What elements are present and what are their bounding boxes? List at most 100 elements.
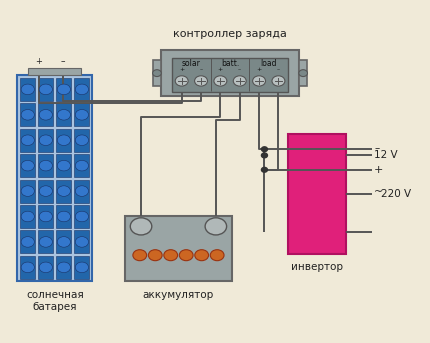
Circle shape: [75, 186, 89, 196]
Circle shape: [195, 250, 209, 261]
Circle shape: [148, 250, 162, 261]
Circle shape: [39, 262, 52, 273]
Text: ~: ~: [374, 187, 384, 197]
Bar: [74, 129, 89, 152]
Text: solar: solar: [182, 59, 201, 68]
Circle shape: [210, 250, 224, 261]
Bar: [74, 230, 89, 253]
Text: load: load: [261, 59, 277, 68]
Circle shape: [39, 237, 52, 247]
Circle shape: [261, 147, 267, 152]
Circle shape: [39, 135, 52, 145]
Bar: [17, 75, 92, 281]
Bar: [20, 154, 35, 177]
Bar: [56, 205, 71, 228]
Circle shape: [205, 218, 227, 235]
Text: –: –: [61, 57, 65, 66]
Text: +: +: [36, 57, 43, 66]
Bar: [38, 180, 53, 203]
Circle shape: [21, 211, 34, 222]
Text: +: +: [374, 165, 384, 175]
Circle shape: [233, 76, 246, 86]
Bar: [38, 103, 53, 126]
Text: +: +: [218, 67, 223, 72]
Bar: [74, 180, 89, 203]
Bar: [56, 129, 71, 152]
Circle shape: [75, 237, 89, 247]
Circle shape: [57, 135, 71, 145]
Circle shape: [21, 135, 34, 145]
Circle shape: [272, 76, 285, 86]
Circle shape: [57, 109, 71, 120]
Bar: [38, 205, 53, 228]
Bar: [38, 78, 53, 101]
Circle shape: [57, 211, 71, 222]
Circle shape: [39, 84, 52, 95]
Circle shape: [39, 161, 52, 171]
Circle shape: [57, 84, 71, 95]
Bar: [288, 134, 346, 254]
Text: 12 V: 12 V: [374, 150, 398, 161]
Circle shape: [57, 161, 71, 171]
Circle shape: [21, 161, 34, 171]
Bar: [20, 230, 35, 253]
Circle shape: [39, 109, 52, 120]
Text: ●: ●: [32, 70, 36, 74]
Circle shape: [194, 76, 207, 86]
Circle shape: [179, 250, 193, 261]
Bar: [74, 154, 89, 177]
Circle shape: [57, 262, 71, 273]
Text: –: –: [212, 220, 219, 233]
Circle shape: [175, 76, 188, 86]
Bar: [56, 256, 71, 279]
Text: аккумулятор: аккумулятор: [143, 290, 214, 300]
Bar: [56, 78, 71, 101]
Circle shape: [75, 161, 89, 171]
Bar: [299, 60, 307, 86]
Circle shape: [21, 262, 34, 273]
Bar: [125, 216, 232, 281]
Bar: [38, 230, 53, 253]
Text: +: +: [136, 220, 146, 233]
Circle shape: [39, 211, 52, 222]
Bar: [20, 205, 35, 228]
Circle shape: [57, 186, 71, 196]
Circle shape: [75, 84, 89, 95]
Circle shape: [75, 135, 89, 145]
Bar: [38, 154, 53, 177]
Bar: [38, 256, 53, 279]
Circle shape: [21, 237, 34, 247]
Circle shape: [75, 109, 89, 120]
Bar: [56, 180, 71, 203]
Text: –: –: [374, 143, 379, 153]
Circle shape: [164, 250, 178, 261]
Bar: [74, 205, 89, 228]
Bar: [161, 50, 299, 96]
Circle shape: [253, 76, 265, 86]
Circle shape: [21, 186, 34, 196]
Text: +: +: [179, 67, 184, 72]
Circle shape: [21, 109, 34, 120]
Bar: [28, 68, 81, 75]
Text: batt.: batt.: [221, 59, 239, 68]
Circle shape: [57, 237, 71, 247]
Bar: [74, 256, 89, 279]
Bar: [20, 256, 35, 279]
Text: –: –: [238, 67, 241, 72]
Circle shape: [75, 262, 89, 273]
Text: контроллер заряда: контроллер заряда: [173, 29, 287, 39]
Circle shape: [75, 211, 89, 222]
Text: 220 V: 220 V: [381, 189, 412, 200]
Bar: [20, 78, 35, 101]
Bar: [74, 78, 89, 101]
Text: –: –: [277, 67, 280, 72]
Bar: [38, 129, 53, 152]
Bar: [172, 58, 288, 92]
Bar: [20, 180, 35, 203]
Bar: [74, 103, 89, 126]
Circle shape: [39, 186, 52, 196]
Bar: [56, 230, 71, 253]
Text: инвертор: инвертор: [291, 262, 343, 272]
Circle shape: [261, 153, 267, 158]
Bar: [56, 154, 71, 177]
